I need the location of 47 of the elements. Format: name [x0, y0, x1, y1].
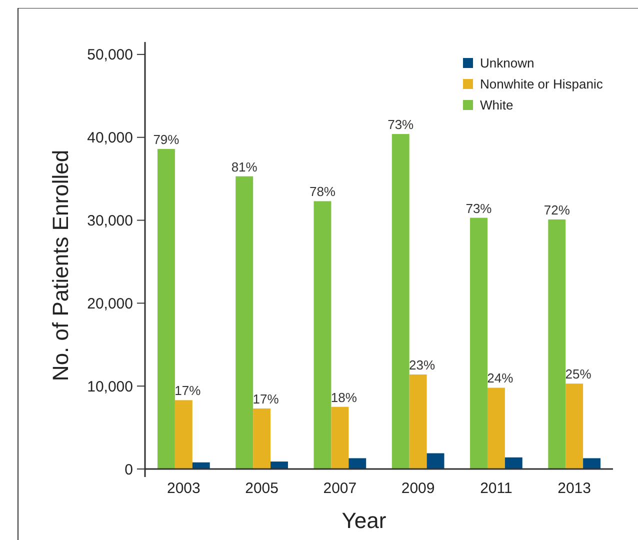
bar [314, 201, 332, 469]
x-axis-title: Year [342, 508, 386, 533]
bar [174, 400, 192, 469]
bar [270, 462, 288, 469]
x-tick-label: 2005 [245, 480, 278, 497]
bar [253, 408, 271, 469]
bar [470, 218, 488, 469]
annotation: 73% [466, 200, 492, 216]
bar [426, 453, 444, 469]
bar [409, 374, 427, 469]
bar [487, 388, 505, 469]
x-tick-label: 2009 [401, 480, 435, 497]
y-tick-label: 20,000 [87, 295, 133, 312]
bar [392, 134, 410, 469]
bar [583, 458, 600, 469]
y-tick-label: 30,000 [87, 212, 133, 230]
annotation: 17% [252, 391, 280, 406]
annotation: 25% [565, 366, 592, 382]
x-tick-label: 2013 [558, 480, 592, 497]
y-tick-label: 50,000 [87, 46, 133, 64]
y-tick-label: 0 [124, 461, 133, 478]
annotation: 73% [388, 117, 414, 132]
bar [548, 219, 566, 469]
bar [504, 457, 522, 469]
annotation: 72% [544, 202, 570, 218]
bar [236, 176, 254, 469]
legend-label: Unknown [480, 56, 534, 71]
x-tick-label: 2011 [480, 480, 512, 497]
annotation: 18% [330, 390, 358, 405]
legend-label: Nonwhite or Hispanic [480, 76, 604, 92]
y-axis-title: No. of Patients Enrolled [48, 150, 73, 382]
bar [192, 462, 210, 469]
x-tick-label: 2007 [323, 480, 357, 497]
bar [348, 458, 366, 469]
bar [566, 384, 584, 469]
annotation: 79% [153, 132, 180, 147]
bar [158, 148, 175, 469]
bar [331, 406, 349, 469]
annotation: 23% [409, 357, 436, 372]
x-tick-label: 2003 [166, 480, 200, 497]
annotation: 17% [174, 383, 202, 398]
annotation: 24% [487, 370, 514, 386]
annotation: 81% [231, 159, 258, 174]
y-tick-label: 40,000 [87, 130, 133, 147]
legend-label: White [480, 98, 514, 113]
y-tick-label: 10,000 [87, 378, 133, 396]
annotation: 78% [309, 184, 336, 200]
